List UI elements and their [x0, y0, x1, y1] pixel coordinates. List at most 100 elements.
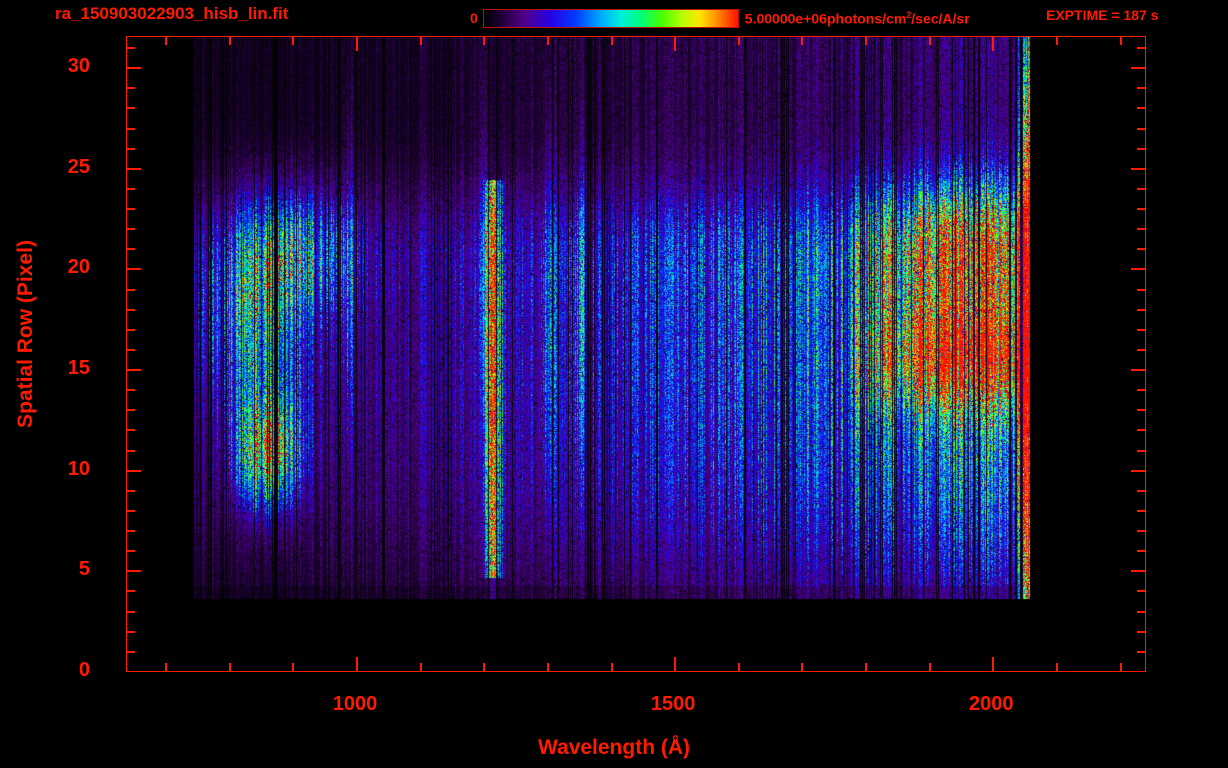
x-axis-tick — [674, 657, 677, 671]
y-axis-tick — [127, 429, 135, 432]
plot-frame — [126, 36, 1146, 672]
y-axis-tick-label: 5 — [78, 558, 90, 581]
y-axis-tick — [127, 167, 141, 170]
x-axis-tick-top — [165, 37, 168, 45]
x-axis-tick-top — [292, 37, 295, 45]
y-axis-tick-right — [1137, 530, 1145, 533]
x-axis-tick-label: 2000 — [969, 693, 1014, 715]
y-axis-tick-right — [1137, 630, 1145, 633]
y-axis-tick — [127, 389, 135, 392]
colorbar-max-label: 5.00000e+06photons/cm2/sec/A/sr — [745, 10, 970, 27]
y-axis-tick-right — [1131, 469, 1145, 472]
x-axis-tick-top — [801, 37, 804, 45]
x-axis-tick — [928, 663, 931, 671]
x-axis-tick — [292, 663, 295, 671]
y-axis-tick — [127, 127, 135, 130]
y-axis-tick — [127, 107, 135, 110]
y-axis-tick-label: 15 — [67, 357, 90, 380]
y-axis-tick-right — [1131, 167, 1145, 170]
x-axis-tick — [546, 663, 549, 671]
y-axis-tick-label: 25 — [67, 155, 90, 178]
y-axis-tick-right — [1137, 509, 1145, 512]
y-axis-tick-right — [1137, 489, 1145, 492]
x-axis-tick — [737, 663, 740, 671]
y-axis-tick-right — [1131, 570, 1145, 573]
x-axis-tick — [228, 663, 231, 671]
y-axis-tick-right — [1137, 348, 1145, 351]
y-axis-tick — [127, 87, 135, 90]
y-axis-tick — [127, 228, 135, 231]
y-axis-tick — [127, 369, 141, 372]
y-axis-tick — [127, 308, 135, 311]
y-axis-tick-right — [1137, 147, 1145, 150]
x-axis-tick-top — [737, 37, 740, 45]
x-axis-tick-top — [992, 37, 995, 51]
x-axis-tick — [992, 657, 995, 671]
y-axis-tick — [127, 268, 141, 271]
y-axis-tick-right — [1137, 248, 1145, 251]
y-axis-tick — [127, 650, 135, 653]
y-axis-tick-right — [1137, 328, 1145, 331]
colorbar-units-exponent: 2 — [906, 9, 912, 20]
y-axis-tick — [127, 328, 135, 331]
y-axis-tick — [127, 248, 135, 251]
x-axis-title: Wavelength (Å) — [537, 736, 691, 759]
x-axis-tick — [801, 663, 804, 671]
y-axis-tick — [127, 469, 141, 472]
colorbar-units-suffix: /sec/A/sr — [911, 10, 970, 27]
y-axis-tick-right — [1137, 610, 1145, 613]
y-axis-tick-label: 30 — [67, 55, 90, 78]
y-axis-tick — [127, 489, 135, 492]
x-axis-tick-top — [228, 37, 231, 45]
y-axis-tick — [127, 147, 135, 150]
colorbar-units-prefix: photons/cm — [826, 10, 907, 27]
y-axis-tick-right — [1137, 288, 1145, 291]
exposure-time-label: EXPTIME = 187 s — [1046, 7, 1159, 23]
x-axis-tick-label: 1500 — [650, 693, 696, 715]
y-axis-tick-right — [1137, 187, 1145, 190]
y-axis-tick-right — [1137, 590, 1145, 593]
y-axis-tick-label: 0 — [78, 659, 90, 681]
x-axis-tick-top — [674, 37, 677, 51]
y-axis-tick — [127, 570, 141, 573]
x-axis-tick-top — [419, 37, 422, 45]
x-axis-tick-label: 1000 — [332, 693, 378, 715]
y-axis-tick — [127, 288, 135, 291]
y-axis-tick-right — [1137, 650, 1145, 653]
y-axis-tick — [127, 590, 135, 593]
colorbar-gradient — [482, 8, 739, 28]
y-axis-tick-right — [1137, 228, 1145, 231]
colorbar: 0 5.00000e+06photons/cm2/sec/A/sr — [470, 6, 970, 30]
y-axis-tick — [127, 67, 141, 70]
x-axis-tick-top — [1055, 37, 1058, 45]
y-axis-tick-right — [1131, 268, 1145, 271]
y-axis-tick — [127, 610, 135, 613]
y-axis-tick-label: 20 — [67, 256, 90, 279]
x-axis-tick — [165, 663, 168, 671]
x-axis-tick-top — [865, 37, 868, 45]
x-axis-tick — [1119, 663, 1122, 671]
x-axis-tick-top — [356, 37, 359, 51]
y-axis-tick — [127, 530, 135, 533]
x-axis-tick — [865, 663, 868, 671]
x-axis-tick-top — [1119, 37, 1122, 45]
x-axis-tick-top — [928, 37, 931, 45]
x-axis-tick-top — [610, 37, 613, 45]
y-axis-tick — [127, 630, 135, 633]
y-axis-tick — [127, 550, 135, 553]
y-axis-tick-right — [1137, 107, 1145, 110]
y-axis-tick-right — [1137, 429, 1145, 432]
y-axis-tick — [127, 509, 135, 512]
x-axis-tick — [356, 657, 359, 671]
y-axis-tick-right — [1131, 67, 1145, 70]
y-axis-tick-right — [1137, 87, 1145, 90]
x-axis-tick — [483, 663, 486, 671]
x-axis-tick-top — [483, 37, 486, 45]
y-axis-tick — [127, 47, 135, 50]
x-axis-tick — [419, 663, 422, 671]
y-axis-tick-label: 10 — [67, 457, 90, 480]
y-axis-title: Spatial Row (Pixel) — [14, 240, 37, 428]
y-axis-tick-right — [1137, 550, 1145, 553]
colorbar-min-label: 0 — [470, 10, 478, 26]
y-axis-tick-right — [1131, 369, 1145, 372]
